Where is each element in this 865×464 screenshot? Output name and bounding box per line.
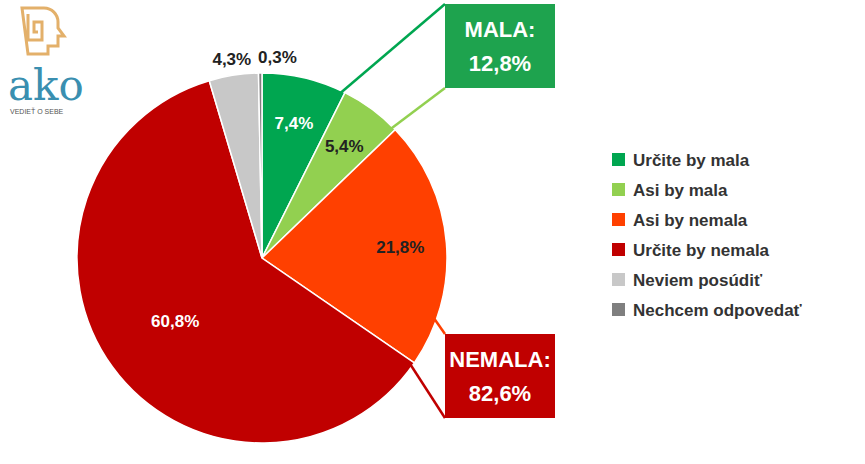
legend-label: Neviem posúdiť (633, 271, 763, 290)
data-label: 60,8% (151, 312, 199, 331)
pie-slice (209, 73, 262, 258)
legend-swatch (612, 303, 625, 316)
data-label: 4,3% (212, 50, 251, 69)
legend-item: Nechcem odpovedať (612, 301, 803, 320)
annotation-box (445, 334, 555, 418)
data-label: 0,3% (258, 48, 297, 67)
annotation-box (445, 4, 555, 88)
legend-swatch (612, 213, 625, 226)
annotation-connector (391, 88, 445, 128)
logo-text: ako (8, 61, 84, 110)
annotation-label: NEMALA: (449, 347, 550, 372)
legend-label: Asi by nemala (633, 211, 748, 230)
legend-item: Určite by nemala (612, 241, 770, 260)
logo-tagline: VEDIEŤ O SEBE (10, 107, 64, 115)
logo: akoVEDIEŤ O SEBE (8, 8, 84, 115)
legend-item: Určite by mala (612, 151, 750, 170)
annotation-connector (411, 365, 445, 418)
annotation-connector (341, 4, 445, 93)
plot-area (77, 73, 447, 443)
legend: Určite by mala Asi by mala Asi by nemala Ur… (612, 151, 803, 320)
pie (77, 73, 447, 443)
legend-label: Určite by mala (633, 151, 750, 170)
data-labels: 7,4% 5,4% 21,8% 60,8% 4,3% 0,3% (151, 48, 424, 331)
annotation-label: MALA: (465, 17, 536, 42)
legend-item: Asi by nemala (612, 211, 748, 230)
data-label: 7,4% (275, 114, 314, 133)
chart: akoVEDIEŤ O SEBE MALA: 12,8% NEMALA: 82,6% 7,… (0, 0, 865, 464)
legend-label: Asi by mala (633, 181, 728, 200)
data-label: 5,4% (325, 137, 364, 156)
annotation-value: 82,6% (469, 381, 531, 406)
legend-item: Neviem posúdiť (612, 271, 763, 290)
legend-label: Určite by nemala (633, 241, 770, 260)
legend-swatch (612, 153, 625, 166)
annotation-value: 12,8% (469, 51, 531, 76)
annotations: MALA: 12,8% NEMALA: 82,6% (341, 4, 555, 418)
legend-swatch (612, 243, 625, 256)
legend-swatch (612, 183, 625, 196)
annotation-connector (435, 319, 445, 334)
legend-item: Asi by mala (612, 181, 728, 200)
pie-slice (259, 73, 262, 258)
legend-label: Nechcem odpovedať (633, 301, 803, 320)
legend-swatch (612, 273, 625, 286)
logo-icon (22, 8, 64, 54)
data-label: 21,8% (376, 238, 424, 257)
